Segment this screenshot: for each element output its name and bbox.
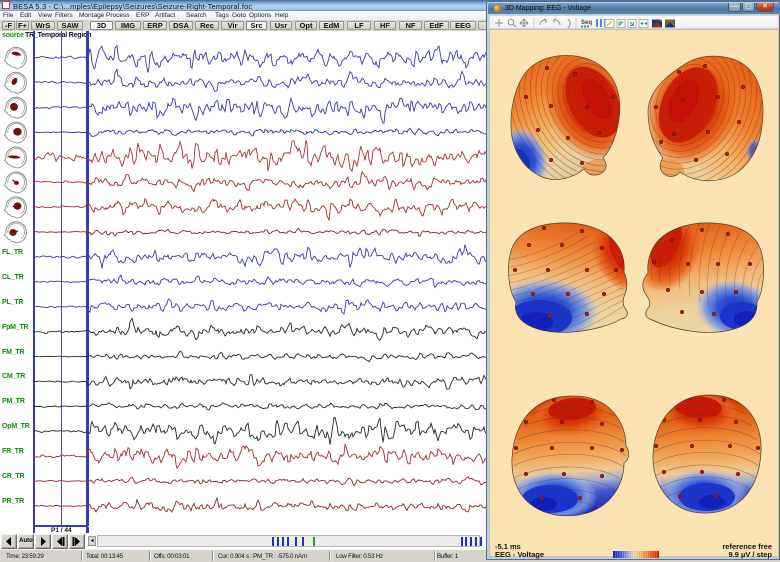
svg-text:Seq: Seq	[581, 20, 592, 26]
